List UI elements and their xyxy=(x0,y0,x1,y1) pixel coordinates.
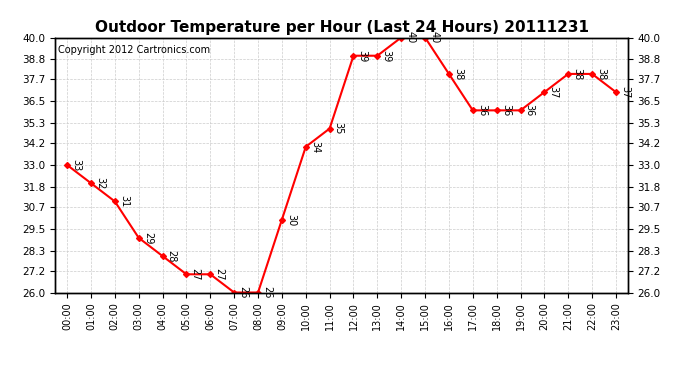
Text: 36: 36 xyxy=(524,104,535,117)
Text: 27: 27 xyxy=(215,268,224,280)
Text: 38: 38 xyxy=(573,68,582,80)
Text: 36: 36 xyxy=(477,104,487,117)
Text: 37: 37 xyxy=(549,86,558,98)
Text: 38: 38 xyxy=(453,68,463,80)
Text: 40: 40 xyxy=(405,32,415,44)
Title: Outdoor Temperature per Hour (Last 24 Hours) 20111231: Outdoor Temperature per Hour (Last 24 Ho… xyxy=(95,20,589,35)
Text: 26: 26 xyxy=(262,286,272,299)
Text: 29: 29 xyxy=(143,232,153,244)
Text: 39: 39 xyxy=(357,50,368,62)
Text: 30: 30 xyxy=(286,213,296,226)
Text: 35: 35 xyxy=(334,122,344,135)
Text: 31: 31 xyxy=(119,195,129,207)
Text: 38: 38 xyxy=(596,68,607,80)
Text: Copyright 2012 Cartronics.com: Copyright 2012 Cartronics.com xyxy=(58,45,210,55)
Text: 26: 26 xyxy=(238,286,248,299)
Text: 33: 33 xyxy=(71,159,81,171)
Text: 32: 32 xyxy=(95,177,105,189)
Text: 40: 40 xyxy=(429,32,440,44)
Text: 34: 34 xyxy=(310,141,320,153)
Text: 37: 37 xyxy=(620,86,630,98)
Text: 28: 28 xyxy=(167,250,177,262)
Text: 36: 36 xyxy=(501,104,511,117)
Text: 27: 27 xyxy=(190,268,201,280)
Text: 39: 39 xyxy=(382,50,391,62)
